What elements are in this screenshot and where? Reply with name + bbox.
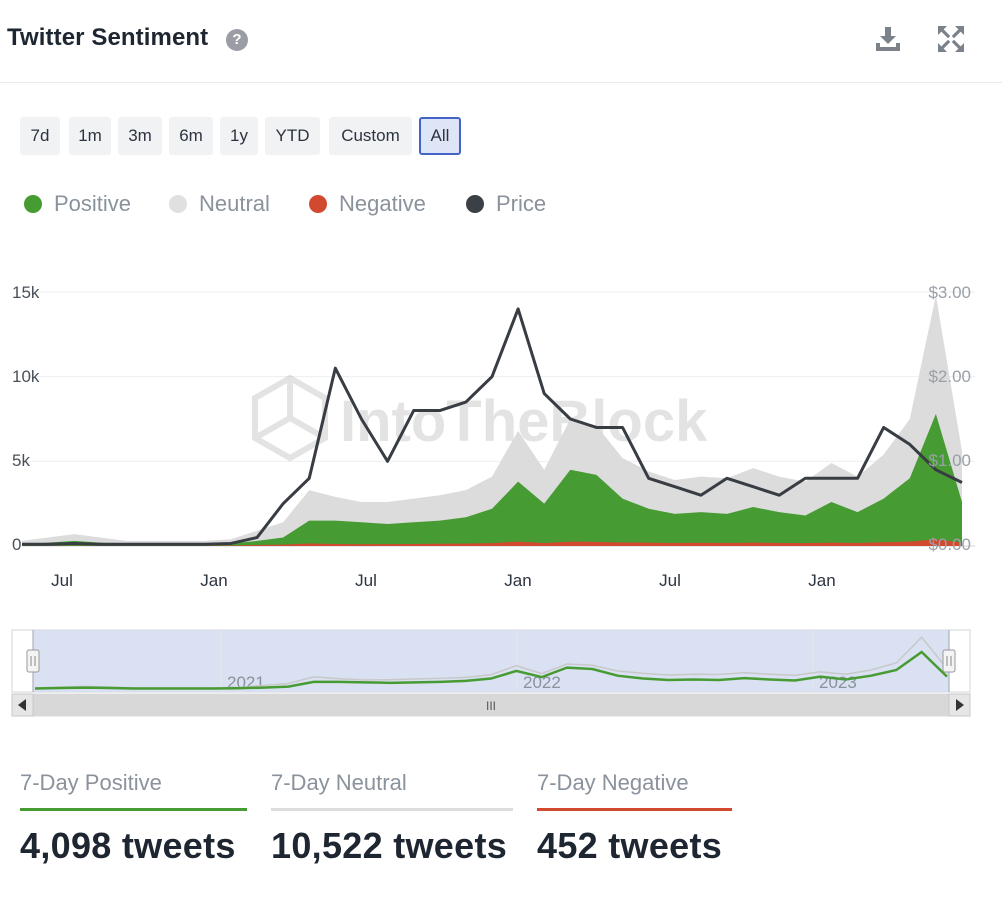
y-left-tick-0: 0 xyxy=(12,535,21,554)
range-6m-button[interactable]: 6m xyxy=(169,117,213,155)
y-right-tick-2: $2.00 xyxy=(928,367,971,386)
legend-label-neutral: Neutral xyxy=(199,191,270,216)
legend-item-neutral[interactable]: Neutral xyxy=(169,191,270,219)
expand-icon[interactable] xyxy=(936,24,966,54)
legend-label-price: Price xyxy=(496,191,547,216)
x-tick-jan-1: Jan xyxy=(200,571,227,590)
y-left-tick-15k: 15k xyxy=(12,283,40,302)
range-ytd-button[interactable]: YTD xyxy=(265,117,320,155)
page-title: Twitter Sentiment xyxy=(7,24,209,51)
range-3m-button[interactable]: 3m xyxy=(118,117,162,155)
navigator-selection[interactable] xyxy=(33,630,949,692)
help-icon[interactable]: ? xyxy=(226,29,248,51)
range-1m-button[interactable]: 1m xyxy=(69,117,111,155)
scroll-right-arrow-icon xyxy=(956,699,964,711)
navigator-left-handle[interactable] xyxy=(26,649,40,673)
legend-dot-neutral xyxy=(169,195,187,213)
stat-negative-label: 7-Day Negative xyxy=(537,770,689,795)
scrollbar-grip: III xyxy=(486,699,496,713)
y-left-tick-5k: 5k xyxy=(12,451,30,470)
stat-neutral: 7-Day Neutral 10,522 tweets xyxy=(271,770,513,867)
range-all-button[interactable]: All xyxy=(419,117,461,155)
stat-negative: 7-Day Negative 452 tweets xyxy=(537,770,732,867)
price-line xyxy=(22,307,963,546)
stat-positive-bar xyxy=(20,808,247,811)
stat-neutral-bar xyxy=(271,808,513,811)
navigator-positive-line xyxy=(34,650,948,690)
range-7d-button[interactable]: 7d xyxy=(20,117,60,155)
legend-item-price[interactable]: Price xyxy=(466,191,546,219)
legend-item-negative[interactable]: Negative xyxy=(309,191,426,219)
stat-negative-value: 452 tweets xyxy=(537,825,723,866)
navigator-scrollbar[interactable]: III xyxy=(11,693,971,717)
y-right-tick-1: $1.00 xyxy=(928,451,971,470)
stat-neutral-label: 7-Day Neutral xyxy=(271,770,407,795)
watermark-logo xyxy=(252,374,328,462)
x-tick-jan-3: Jan xyxy=(808,571,835,590)
navigator[interactable]: 2021 2022 2023 xyxy=(11,629,971,693)
scrollbar-thumb[interactable] xyxy=(33,694,949,716)
legend-label-negative: Negative xyxy=(339,191,426,216)
y-left-tick-10k: 10k xyxy=(12,367,40,386)
y-right-tick-3: $3.00 xyxy=(928,283,971,302)
sentiment-chart: IntoTheBlock 15k 10k 5k 0 $3.00 $2.00 $1… xyxy=(11,283,975,717)
stat-positive-label: 7-Day Positive xyxy=(20,770,162,795)
x-tick-jul-3: Jul xyxy=(659,571,681,590)
range-custom-button[interactable]: Custom xyxy=(329,117,412,155)
stat-positive: 7-Day Positive 4,098 tweets xyxy=(20,770,247,867)
y-right-tick-0: $0.00 xyxy=(928,535,971,554)
neutral-area xyxy=(22,295,962,546)
negative-area xyxy=(22,539,962,546)
stat-negative-bar xyxy=(537,808,732,811)
stat-positive-value: 4,098 tweets xyxy=(20,825,236,866)
navigator-year-2023: 2023 xyxy=(819,673,857,692)
legend-dot-price xyxy=(466,195,484,213)
legend-item-positive[interactable]: Positive xyxy=(24,191,131,219)
navigator-right-handle[interactable] xyxy=(942,649,956,673)
navigator-year-2022: 2022 xyxy=(523,673,561,692)
x-tick-jul-2: Jul xyxy=(355,571,377,590)
download-icon[interactable] xyxy=(873,24,903,54)
legend-dot-positive xyxy=(24,195,42,213)
stat-neutral-value: 10,522 tweets xyxy=(271,825,508,866)
x-tick-jan-2: Jan xyxy=(504,571,531,590)
legend-dot-negative xyxy=(309,195,327,213)
x-tick-jul-1: Jul xyxy=(51,571,73,590)
scroll-left-arrow-icon xyxy=(18,699,26,711)
range-1y-button[interactable]: 1y xyxy=(220,117,258,155)
legend-label-positive: Positive xyxy=(54,191,132,216)
chart-header: Twitter Sentiment ? xyxy=(0,0,1002,83)
positive-area xyxy=(22,413,962,546)
